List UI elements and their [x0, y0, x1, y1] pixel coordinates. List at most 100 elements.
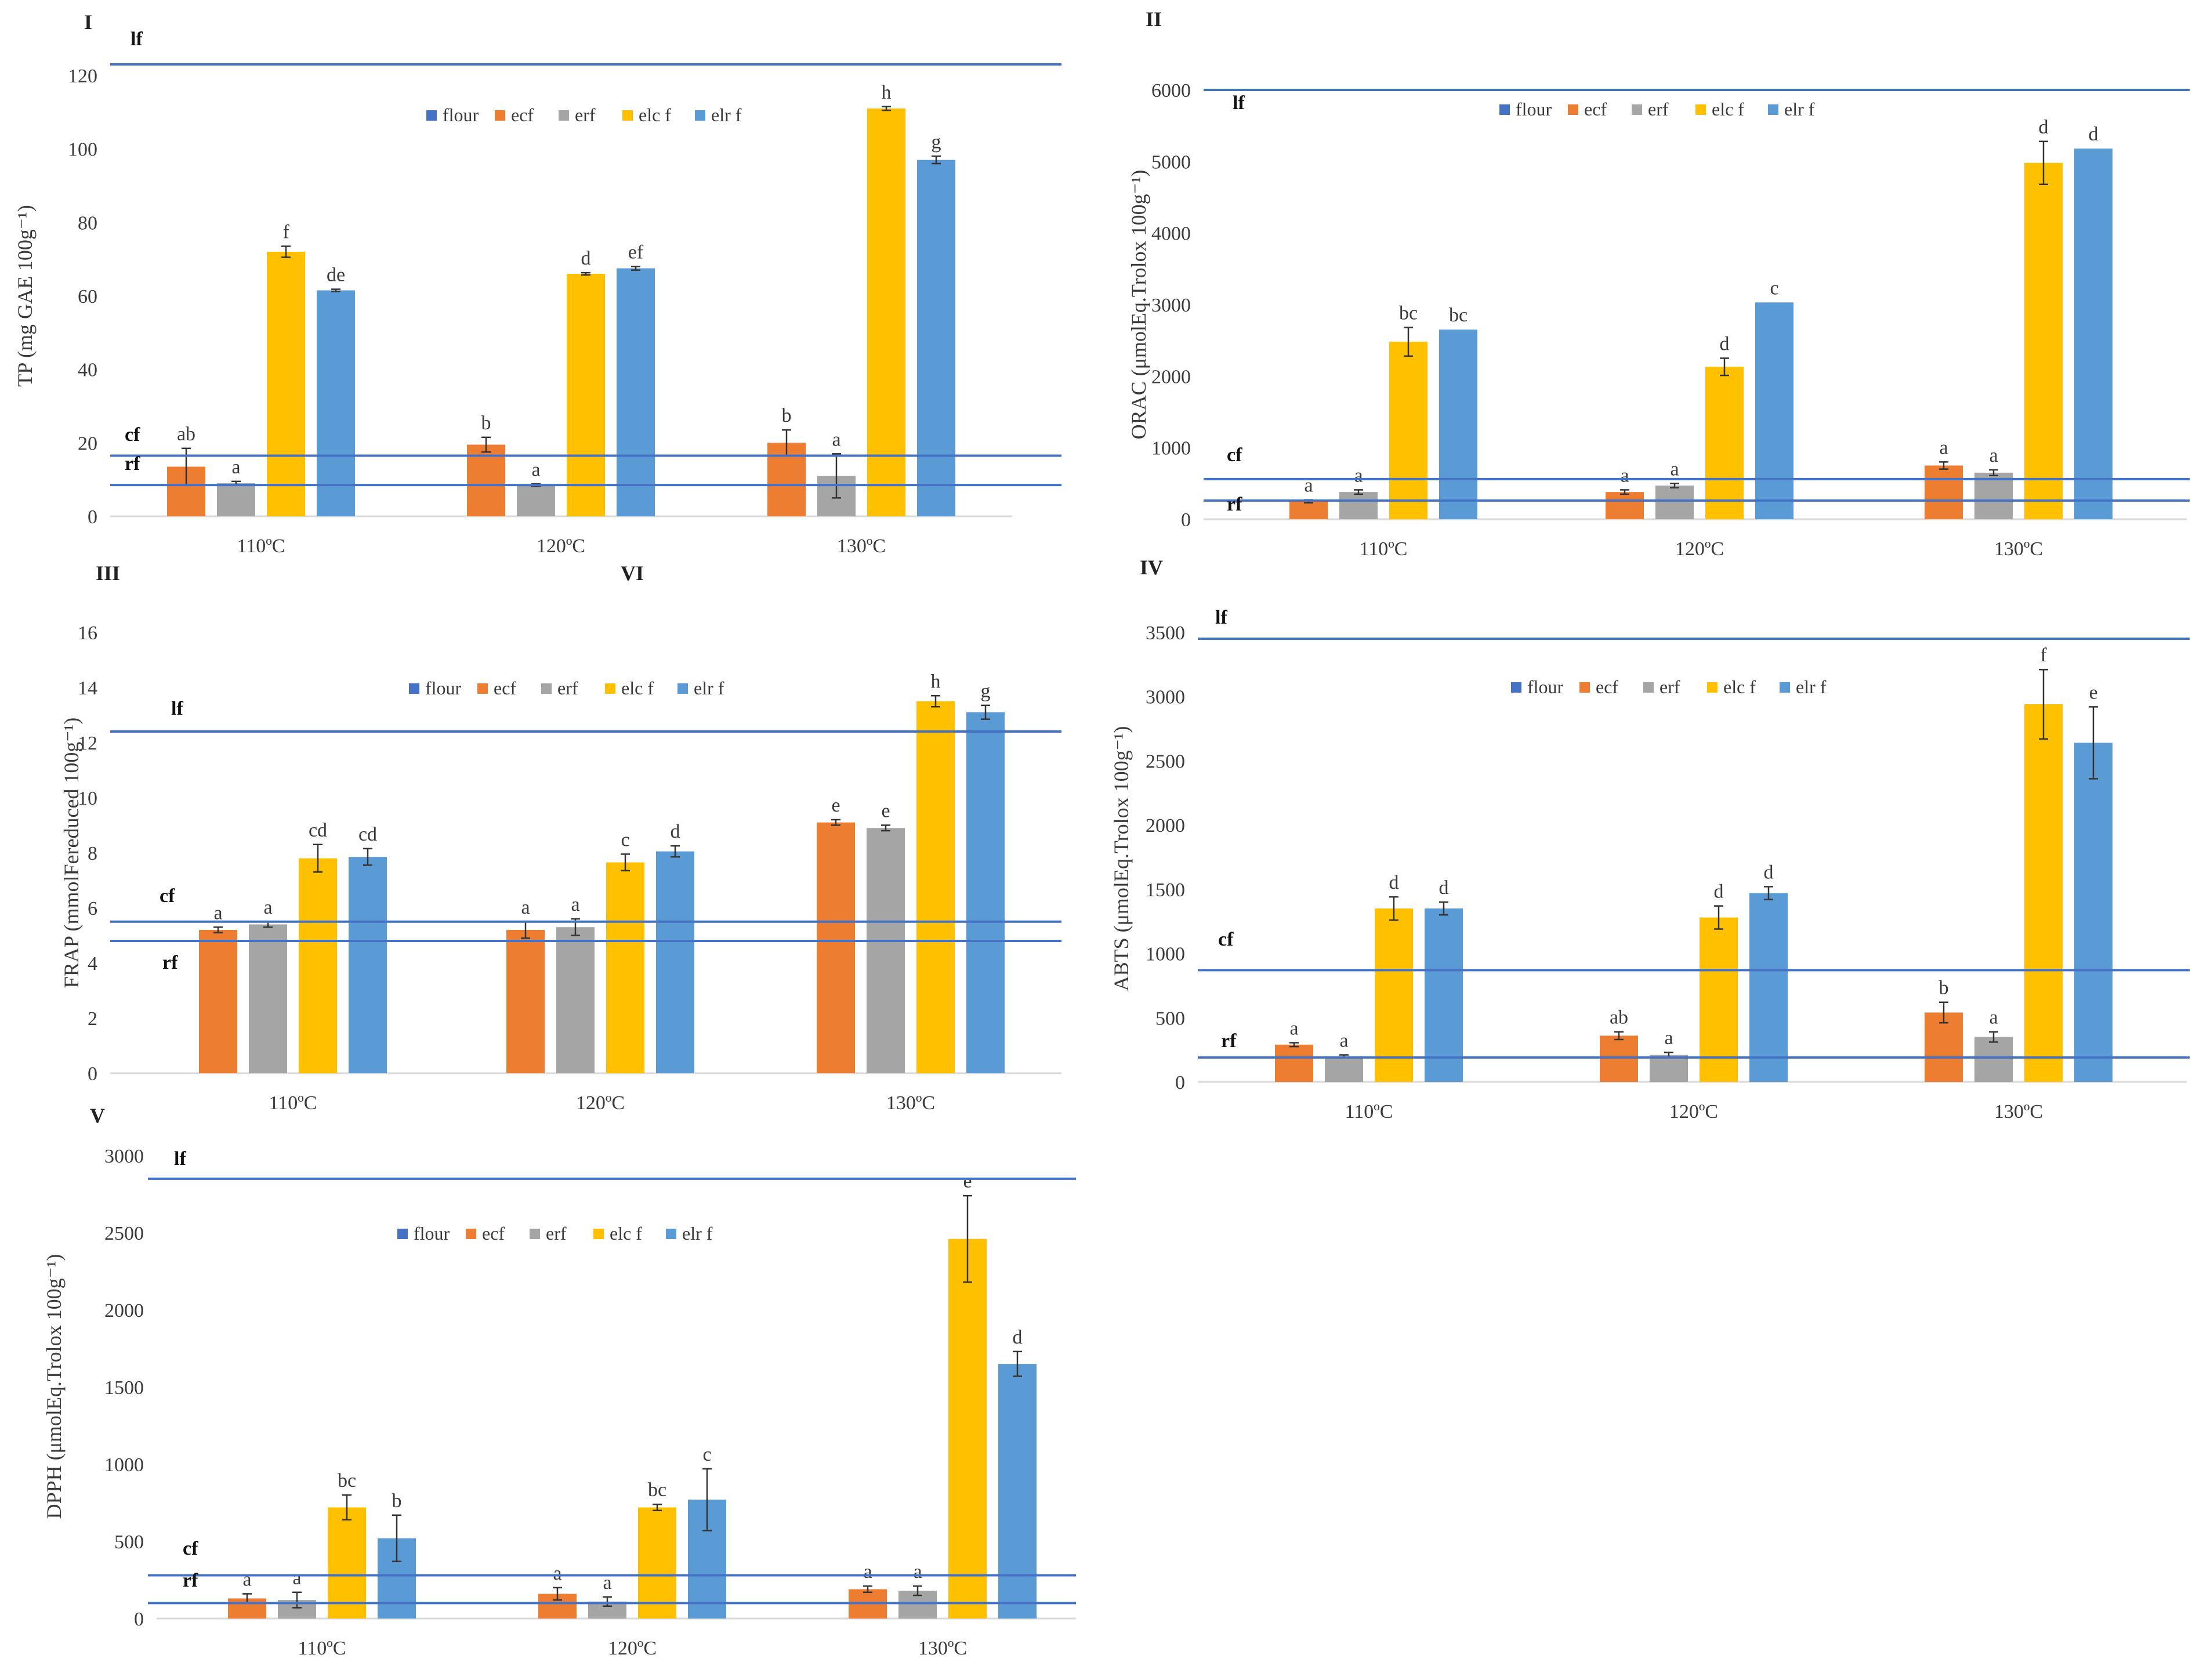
- ref-label-rf: rf: [183, 1570, 198, 1591]
- legend-swatch-ecf: [477, 683, 488, 694]
- legend-label-erf: erf: [557, 678, 578, 698]
- panel-label: V: [90, 1104, 105, 1127]
- x-tick-label: 110ºC: [1360, 538, 1408, 560]
- legend-label-elcf: elc f: [1712, 99, 1744, 120]
- bar-ecf-1: [1600, 1035, 1638, 1082]
- ref-label-rf: rf: [125, 453, 140, 475]
- ref-label-lf: lf: [174, 1148, 186, 1170]
- significance-letter: cd: [309, 820, 327, 841]
- legend: flour ecf erf elc f elr f: [409, 678, 724, 698]
- bar-ecf-2: [1925, 465, 1963, 519]
- bar-erf-2: [1974, 472, 2013, 519]
- y-tick-label: 20: [78, 433, 97, 454]
- x-tick-label: 120ºC: [537, 535, 585, 557]
- bar-elrf-0: [349, 857, 387, 1073]
- significance-letter: h: [882, 82, 892, 103]
- legend-swatch-elcf: [622, 110, 633, 121]
- y-tick-label: 5000: [1151, 151, 1191, 173]
- bar-elrf-1: [656, 851, 694, 1073]
- significance-letter: b: [782, 405, 792, 426]
- ref-label-lf: lf: [1233, 92, 1245, 114]
- ref-label-lf: lf: [171, 698, 183, 719]
- significance-letter: a: [263, 897, 272, 918]
- y-tick-label: 8: [88, 843, 97, 864]
- y-axis-label: ORAC (μmolEq.Trolox 100g⁻¹): [1127, 170, 1150, 440]
- significance-letter: d: [1764, 861, 1774, 883]
- legend-label-ecf: ecf: [1584, 99, 1607, 120]
- bar-ecf-2: [1925, 1012, 1963, 1082]
- legend-label-elrf: elr f: [1796, 676, 1827, 697]
- y-tick-label: 16: [78, 622, 97, 644]
- legend-swatch-ecf: [466, 1229, 476, 1239]
- ref-label-rf: rf: [1221, 1030, 1237, 1052]
- chart-panel-I: I 0 20 40 60 80 100 120 TP (mg GAE 100g⁻¹) ab b b a a…: [13, 10, 1061, 557]
- bar-elcf-1: [1700, 917, 1738, 1082]
- panel-label: IV: [1140, 556, 1163, 579]
- bar-ecf-0: [1275, 1044, 1313, 1082]
- bar-erf-0: [249, 924, 287, 1073]
- y-tick-label: 2500: [1146, 751, 1185, 772]
- legend-label-erf: erf: [546, 1223, 567, 1244]
- bar-elrf-2: [998, 1364, 1037, 1619]
- x-tick-label: 130ºC: [1994, 538, 2043, 560]
- legend-swatch-erf: [1632, 104, 1642, 115]
- legend-swatch-erf: [559, 110, 569, 121]
- bar-ecf-0: [1289, 501, 1328, 519]
- significance-letter: d: [1389, 872, 1399, 893]
- significance-letter: c: [621, 829, 629, 850]
- legend-swatch-elcf: [1707, 682, 1718, 693]
- x-tick-label: 120ºC: [1669, 1101, 1718, 1123]
- bar-elcf-1: [606, 862, 644, 1073]
- bar-erf-1: [1655, 486, 1694, 519]
- bar-erf-1: [517, 485, 555, 516]
- x-tick-label: 110ºC: [269, 1092, 317, 1114]
- x-tick-label: 120ºC: [576, 1092, 625, 1114]
- legend-label-erf: erf: [1648, 99, 1669, 120]
- significance-letter: a: [1339, 1030, 1348, 1052]
- ref-label-cf: cf: [160, 885, 175, 907]
- bar-elcf-1: [567, 274, 605, 516]
- bar-elcf-2: [867, 108, 905, 516]
- significance-letter: a: [213, 902, 222, 924]
- significance-letter: h: [931, 671, 941, 692]
- x-tick-label: 130ºC: [837, 535, 886, 557]
- chart-panel-II: II 0 1000 2000 3000 4000 5000 6000 ORAC (μmolEq.…: [1127, 8, 2190, 560]
- y-tick-label: 0: [134, 1609, 144, 1630]
- significance-letter: a: [1620, 465, 1629, 486]
- legend-swatch-elcf: [1695, 104, 1706, 115]
- bar-elrf-1: [1755, 302, 1793, 519]
- significance-letter: ab: [1610, 1007, 1628, 1029]
- significance-letter: ab: [177, 423, 195, 445]
- chart-panel-III: III VI 0 2 4 6 8 10 12 14 16 FRAP (mmolFereduced 10…: [60, 562, 1061, 1114]
- significance-letter: d: [671, 821, 680, 842]
- y-tick-label: 1000: [1146, 944, 1185, 965]
- legend-swatch-elrf: [1768, 104, 1778, 115]
- legend-label-erf: erf: [575, 104, 596, 125]
- significance-letter: g: [932, 131, 941, 153]
- bar-elrf-0: [1425, 908, 1463, 1082]
- significance-letter: g: [981, 680, 991, 702]
- ref-label-cf: cf: [183, 1538, 198, 1559]
- legend-label-ecf: ecf: [494, 678, 516, 698]
- significance-letter: a: [1989, 1007, 1998, 1029]
- y-tick-label: 2500: [104, 1223, 144, 1244]
- significance-letter: a: [1989, 445, 1998, 466]
- legend: flour ecf erf elc f elr f: [397, 1223, 713, 1244]
- significance-letter: d: [581, 248, 591, 269]
- significance-letter: e: [881, 801, 890, 822]
- significance-letter: d: [1714, 881, 1724, 903]
- legend-label-ecf: ecf: [1596, 676, 1618, 697]
- bar-elcf-2: [2024, 162, 2063, 519]
- legend-swatch-flour: [426, 110, 437, 121]
- significance-letter: a: [913, 1561, 922, 1583]
- significance-letter: bc: [338, 1470, 356, 1491]
- bar-elcf-1: [1705, 367, 1744, 519]
- y-tick-label: 2000: [1151, 366, 1191, 388]
- bar-elrf-0: [1439, 330, 1477, 519]
- bar-elcf-0: [299, 858, 337, 1073]
- legend-swatch-flour: [397, 1229, 408, 1239]
- y-tick-label: 1500: [104, 1377, 144, 1399]
- significance-letter: ef: [628, 241, 644, 263]
- y-tick-label: 100: [68, 139, 97, 161]
- legend-swatch-erf: [541, 683, 552, 694]
